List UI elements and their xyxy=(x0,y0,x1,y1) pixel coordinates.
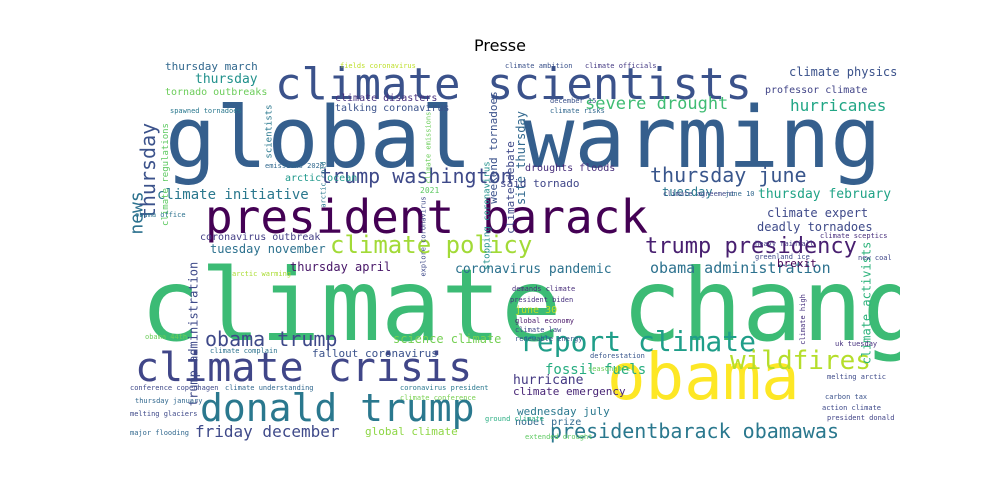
word-hurricanes: hurricanes xyxy=(790,96,887,115)
word-thursday-april: thursday april xyxy=(290,260,392,274)
word-thursday-march: thursday march xyxy=(165,61,258,73)
word-tuesday: tuesday xyxy=(662,185,713,199)
word-uk-tuesday: uk tuesday xyxy=(835,340,878,348)
word-arctic-warming: arctic warming xyxy=(232,270,292,278)
word-fossil-fuels: fossil fuels xyxy=(545,362,647,378)
word-climate-officials: climate officials xyxy=(585,62,657,70)
word-president-barack: president barack xyxy=(205,190,649,244)
word-seasonable: seasonable xyxy=(588,365,631,373)
word-climate-risks: climate risks xyxy=(550,107,605,115)
word-climate-physics: climate physics xyxy=(789,65,898,79)
chart-title: Presse xyxy=(474,36,526,55)
word-climate-sceptics: climate sceptics xyxy=(820,232,888,240)
word-thursday-february: thursday february xyxy=(758,187,892,202)
word-global-climate: global climate xyxy=(365,425,458,438)
word-heavy-rainfall: heavy rainfall xyxy=(755,240,815,248)
word-carbon-tax: carbon tax xyxy=(825,393,868,401)
word-thursday: thursday xyxy=(136,122,161,220)
word-brexit: brexit xyxy=(777,257,817,270)
word-fields-coronavirus: fields coronavirus xyxy=(340,62,416,70)
word-climate-complain: climate complain xyxy=(210,347,278,355)
word-climate-emissions: climate emissions xyxy=(423,111,432,183)
word-climate-disasters: climate disasters xyxy=(335,93,438,104)
word-extended-drought: extended drought xyxy=(525,433,593,441)
word-obama-administration: obama administration xyxy=(650,259,831,277)
word-global-warming: global warming xyxy=(165,89,882,188)
word-climate-conference: climate conference xyxy=(400,394,476,402)
word-cloud: climate change global warming president ba… xyxy=(125,61,900,449)
word-emissions-2020: emissions 2020 xyxy=(265,162,325,170)
word-arctic-ocean: arctic ocean xyxy=(285,173,358,184)
word-nobel-prize: nobel prize xyxy=(515,417,582,428)
word-climate-high: climate high xyxy=(798,294,807,345)
word-professor-climate: professor climate xyxy=(765,85,868,96)
word-global-economy: global economy xyxy=(515,317,575,325)
word-thursday-january: thursday january xyxy=(135,397,203,405)
word-new-coal: new coal xyxy=(858,254,892,262)
word-conference-copenhagen: conference copenhagen xyxy=(130,384,219,392)
word-coronavirus-pandemic: coronavirus pandemic xyxy=(455,262,612,277)
word-coronavirus-president: coronavirus president xyxy=(400,384,489,392)
word-donald-trump: donald trump xyxy=(200,386,475,430)
word-trump-washington: trump washington xyxy=(320,164,513,188)
word-renewable-energy: renewable energy xyxy=(515,335,583,343)
word-climate-law: climate law xyxy=(515,326,562,334)
word-presidentbarack-obamawas: presidentbarack obamawas xyxy=(550,419,839,443)
word-scientists: scientists xyxy=(264,103,275,159)
word-greenland-ice: greenland ice xyxy=(755,253,810,261)
word-climate-initiative: climate initiative xyxy=(157,187,309,203)
word-2021: 2021 xyxy=(420,186,440,195)
word-thursday: thursday xyxy=(195,72,258,87)
word-science-climate: science climate xyxy=(393,332,502,346)
word-climate-policy: climate policy xyxy=(330,231,533,259)
word-president-donald: president donald xyxy=(827,414,895,422)
word-obama-trump: obama trump xyxy=(205,327,338,351)
word-explore-coronavirus: explore coronavirus xyxy=(419,195,428,277)
word-june-10: june 10 xyxy=(725,190,755,198)
word-report-climate: report climate xyxy=(520,325,757,358)
word-tornado-outbreaks: tornado outbreaks xyxy=(165,87,268,98)
word-climate-change: climate change xyxy=(140,247,900,364)
word-wednesday-july: wednesday july xyxy=(517,405,610,418)
word-droughts-floods: droughts floods xyxy=(525,163,616,174)
word-wildfires: wildfires xyxy=(730,346,871,376)
word-coronavirus-outbreak: coronavirus outbreak xyxy=(200,232,321,243)
word-deforestation: deforestation xyxy=(590,352,645,360)
word-stopping-coronavirus: stopping coronavirus xyxy=(482,160,493,270)
word-melting-glaciers: melting glaciers xyxy=(130,410,198,418)
word-obama-office: obama office xyxy=(135,211,186,219)
word-climate-ambition: climate ambition xyxy=(505,62,573,70)
word-december-15: december 15 xyxy=(550,97,597,105)
word-obama: obama xyxy=(607,341,800,415)
word-climate-expert: climate expert xyxy=(767,206,869,220)
word-climate-understanding: climate understanding xyxy=(225,384,314,392)
word-friday-december: friday december xyxy=(195,422,340,441)
word-hurricane: hurricane xyxy=(513,373,584,388)
word-deadly-tornadoes: deadly tornadoes xyxy=(757,220,873,234)
word-thursday-june: thursday june xyxy=(650,163,807,187)
word-obama-44th: obama 44th xyxy=(145,333,188,341)
word-said-tornado: said tornado xyxy=(500,177,580,190)
word-ground-climate: ground climate xyxy=(485,415,545,423)
word-demands-climate: demands climate xyxy=(512,285,576,293)
word-president-biden: president biden xyxy=(510,296,574,304)
word-climate-crisis: climate crisis xyxy=(135,345,473,391)
word-spawned-tornadoes: spawned tornadoes xyxy=(170,107,242,115)
word-action-climate: action climate xyxy=(822,404,882,412)
word-major-flooding: major flooding xyxy=(130,429,190,437)
word-arctic-cold: arctic cold xyxy=(319,160,328,208)
word-tuesday-november: tuesday november xyxy=(210,242,326,256)
word-fallout-coronavirus: fallout coronavirus xyxy=(312,347,438,360)
word-trump-presidency: trump presidency xyxy=(645,234,857,259)
word-climate-emergency: climate emergency xyxy=(513,385,626,398)
word-climate-scientists: climate scientists xyxy=(275,61,752,110)
word-melting-arctic: melting arctic xyxy=(827,373,887,381)
word-severe-drought: severe drought xyxy=(585,94,729,114)
word-talking-coronavirus: talking coronavirus xyxy=(335,103,450,114)
word-june-30: june 30 xyxy=(515,305,558,316)
word-climate-agreement: climate agreement xyxy=(663,190,735,198)
